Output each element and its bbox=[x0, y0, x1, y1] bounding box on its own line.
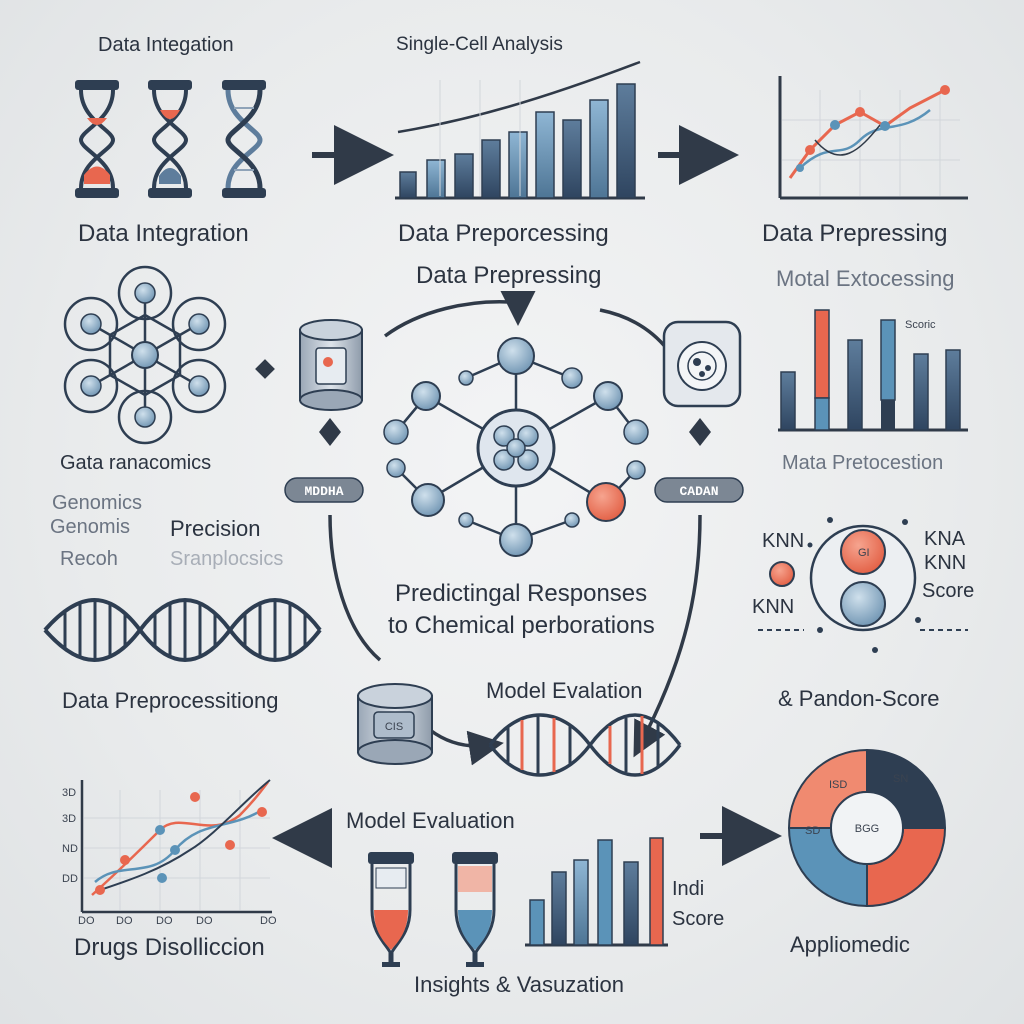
left-recoh: Recoh bbox=[60, 548, 118, 570]
right-mid-label: Mata Pretocestion bbox=[782, 452, 944, 474]
top-bar-chart bbox=[395, 60, 645, 200]
drugs-label: Drugs Disolliccion bbox=[74, 934, 265, 961]
right-pill-badge: CADAN bbox=[654, 477, 744, 503]
left-faint-label: Sranplocsics bbox=[170, 548, 284, 570]
hourglass-icon-2 bbox=[148, 80, 192, 198]
knn-inner-label: GI bbox=[858, 547, 870, 559]
x-tick-5: DO bbox=[260, 915, 277, 927]
score-label: Score bbox=[672, 908, 725, 930]
center-network-icon bbox=[383, 337, 649, 557]
x-tick-4: DO bbox=[196, 915, 213, 927]
cis-label: CIS bbox=[385, 721, 403, 733]
diamond-arrow-left bbox=[319, 418, 341, 446]
left-bottom-prep-label: Data Preprocessitiong bbox=[62, 688, 279, 713]
dna-helix-icon bbox=[43, 598, 322, 662]
left-genomics-2: Genomis bbox=[50, 516, 131, 538]
left-precision: Precision bbox=[170, 516, 261, 541]
left-pill-badge: MDDHA bbox=[284, 477, 364, 503]
row1-right-label: Data Prepressing bbox=[762, 220, 948, 247]
hourglass-icon-1 bbox=[75, 80, 119, 198]
appliomedic-label: Appliomedic bbox=[790, 932, 910, 957]
insights-label: Insights & Vasuzation bbox=[414, 972, 624, 997]
y-tick-2: 3D bbox=[62, 813, 76, 825]
left-mid-label: Gata ranacomics bbox=[60, 452, 212, 474]
y-tick-3: ND bbox=[62, 843, 78, 855]
knn-right-label-1: KNA bbox=[924, 528, 966, 550]
row1-left-label: Data Integration bbox=[78, 220, 249, 247]
indi-label: Indi bbox=[672, 878, 705, 900]
knn-cell-icon: GI bbox=[758, 517, 968, 653]
donut-chart: BGG ISD SN SD bbox=[787, 748, 947, 908]
test-tube-icon-2 bbox=[452, 852, 498, 967]
left-genomics-1: Genomics bbox=[52, 492, 143, 514]
database-cylinder-icon bbox=[299, 319, 363, 411]
random-score-label: & Pandon-Score bbox=[778, 686, 940, 711]
right-chart-tag: Scoric bbox=[905, 319, 936, 331]
cis-cylinder-icon: CIS bbox=[357, 683, 433, 765]
x-tick-2: DO bbox=[116, 915, 133, 927]
x-tick-1: DO bbox=[78, 915, 95, 927]
knn-score-label: Score bbox=[922, 580, 975, 602]
flask-target-icon bbox=[662, 320, 742, 408]
right-pill-text: CADAN bbox=[679, 484, 718, 499]
diamond-arrow-right bbox=[689, 418, 711, 446]
left-pill-text: MDDHA bbox=[304, 484, 343, 499]
top-mid-title: Single-Cell Analysis bbox=[396, 34, 563, 55]
dna-hourglass-icon bbox=[222, 80, 266, 198]
x-tick-3: DO bbox=[156, 915, 173, 927]
bottom-dna-icon bbox=[488, 713, 682, 777]
top-left-title: Data Integation bbox=[98, 34, 234, 56]
y-tick-1: 3D bbox=[62, 787, 76, 799]
donut-center-label: BGG bbox=[855, 823, 879, 835]
knn-label-2: KNN bbox=[752, 596, 795, 618]
center-main-line1: Predictingal Responses bbox=[395, 580, 648, 607]
knn-label-1: KNN bbox=[762, 530, 805, 552]
diamond-marker bbox=[255, 359, 275, 379]
top-right-line-chart bbox=[778, 76, 968, 200]
donut-seg-1: ISD bbox=[829, 779, 847, 791]
bottom-left-line-chart: 3D 3D ND DD DO DO DO DO DO bbox=[62, 779, 277, 927]
knn-right-label-2: KNN bbox=[924, 552, 967, 574]
test-tube-icon-1 bbox=[368, 852, 414, 967]
model-eval-label-2: Model Evaluation bbox=[346, 808, 515, 833]
y-tick-4: DD bbox=[62, 873, 78, 885]
bottom-bar-chart bbox=[525, 837, 668, 947]
model-eval-center-label: Model Evalation bbox=[486, 678, 643, 703]
center-main-line2: to Chemical perborations bbox=[388, 612, 655, 639]
center-top-label: Data Prepressing bbox=[416, 262, 602, 289]
right-top-label: Motal Extocessing bbox=[776, 266, 955, 291]
cycle-arcs bbox=[328, 291, 702, 766]
donut-seg-3: SD bbox=[805, 825, 820, 837]
row1-mid-label: Data Preporcessing bbox=[398, 220, 609, 247]
left-network-icon bbox=[63, 265, 227, 445]
right-bar-chart: Scoric bbox=[778, 309, 968, 432]
donut-seg-2: SN bbox=[893, 773, 908, 785]
